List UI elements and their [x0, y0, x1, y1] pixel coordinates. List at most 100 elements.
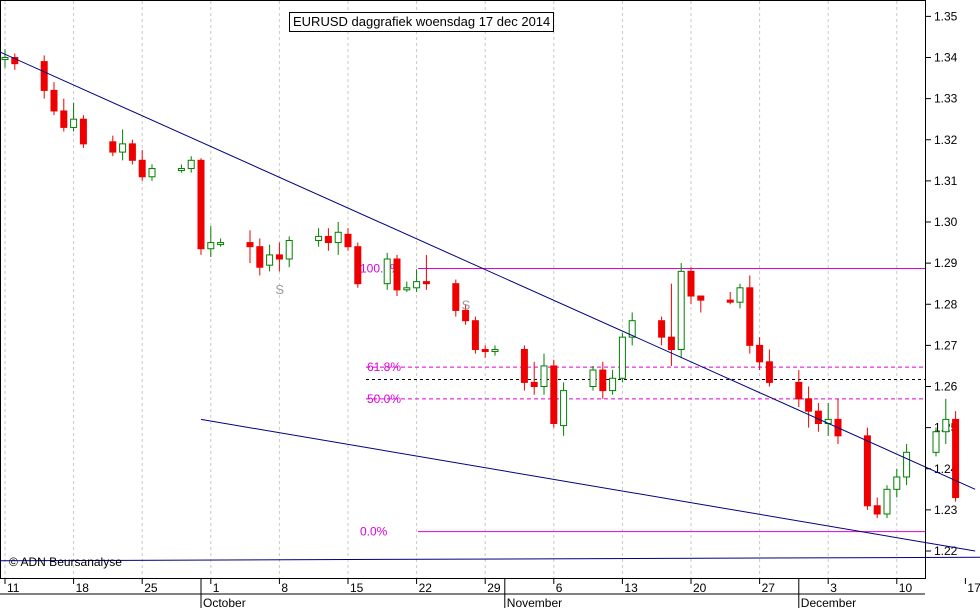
- candle: [618, 333, 626, 383]
- x-tick-label: 20: [693, 581, 707, 595]
- y-tick-label: 1.35: [934, 9, 958, 23]
- candle-body: [11, 57, 19, 65]
- candle: [452, 279, 460, 317]
- chart-title: EURUSD daggrafiek woensdag 17 dec 2014: [289, 12, 555, 32]
- x-tick-label: 11: [7, 581, 20, 595]
- candle: [393, 254, 401, 297]
- candle: [79, 115, 87, 148]
- candle-body: [354, 246, 362, 285]
- candle: [932, 427, 940, 457]
- candle: [383, 252, 391, 290]
- candle: [795, 370, 803, 408]
- candle-body: [795, 381, 803, 400]
- candle: [805, 386, 813, 428]
- candle-body: [148, 168, 156, 178]
- y-tick-label: 1.26: [934, 380, 958, 394]
- candle-body: [471, 320, 479, 350]
- candle-body: [746, 287, 754, 346]
- candle: [403, 281, 411, 292]
- candle: [344, 228, 352, 251]
- candle: [481, 345, 489, 358]
- candle: [903, 444, 911, 486]
- candle: [266, 244, 274, 272]
- candle-body: [50, 89, 58, 112]
- candle-body: [119, 143, 127, 153]
- candle-body: [79, 118, 87, 145]
- candle: [275, 242, 283, 272]
- y-tick-label: 1.28: [934, 297, 958, 311]
- candle-body: [765, 361, 773, 383]
- x-tick-label: 18: [76, 581, 90, 595]
- candle: [138, 150, 146, 181]
- candle-body: [413, 281, 421, 289]
- candle: [726, 291, 734, 305]
- candle: [893, 468, 901, 498]
- candle: [471, 316, 479, 354]
- candle-body: [422, 281, 430, 285]
- x-tick-label: 10: [899, 581, 913, 595]
- y-tick-label: 1.32: [934, 133, 958, 147]
- x-tick-label: 8: [281, 581, 288, 595]
- candle: [70, 102, 78, 132]
- candle: [942, 398, 950, 445]
- candle-body: [187, 159, 195, 170]
- candle: [491, 345, 499, 356]
- candle-body: [903, 451, 911, 478]
- candle-body: [70, 118, 78, 128]
- candle: [462, 304, 470, 325]
- signal-mark: S: [275, 282, 284, 297]
- y-tick-label: 1.31: [934, 174, 958, 188]
- candle: [952, 411, 960, 502]
- candle: [413, 269, 421, 292]
- y-tick-label: 1.30: [934, 215, 958, 229]
- x-tick-label: 3: [830, 581, 837, 595]
- candle-body: [1, 57, 9, 61]
- candle-body: [687, 270, 695, 297]
- candle-body: [628, 320, 636, 338]
- candle-body: [462, 309, 470, 322]
- candle: [217, 238, 225, 247]
- candle-body: [177, 168, 185, 172]
- candle-body: [520, 348, 528, 383]
- candle-body: [530, 381, 538, 388]
- y-tick-label: 1.23: [934, 503, 958, 517]
- fib-level-label: 61.8%: [367, 360, 401, 374]
- x-tick-label: 25: [144, 581, 158, 595]
- candle: [687, 267, 695, 305]
- candle-body: [197, 159, 205, 250]
- candle: [609, 370, 617, 395]
- candle: [697, 295, 705, 313]
- y-tick-label: 1.34: [934, 51, 958, 65]
- candle-body: [128, 143, 136, 161]
- candle: [736, 283, 744, 309]
- candle: [256, 238, 264, 276]
- candle: [530, 361, 538, 395]
- candle-body: [138, 159, 146, 178]
- x-tick-label: 15: [350, 581, 364, 595]
- candle: [422, 254, 430, 290]
- x-tick-label: 6: [556, 581, 563, 595]
- x-tick-label: 17: [967, 581, 980, 595]
- candle: [540, 353, 548, 395]
- trend-line: [200, 418, 976, 552]
- fib-level-label: 50.0%: [367, 392, 401, 406]
- candle-body: [863, 435, 871, 507]
- candle-body: [697, 295, 705, 301]
- y-tick-label: 1.24: [934, 462, 958, 476]
- chart-credit: © ADN Beursanalyse: [9, 555, 122, 569]
- candle-body: [677, 270, 685, 350]
- candle: [50, 82, 58, 116]
- plot-area: [0, 0, 926, 579]
- y-tick-label: 1.33: [934, 92, 958, 106]
- candle: [550, 359, 558, 428]
- candle-body: [609, 377, 617, 392]
- candle: [177, 164, 185, 173]
- candle-body: [383, 258, 391, 285]
- candle: [148, 164, 156, 181]
- candle: [1, 49, 9, 68]
- candle-body: [60, 110, 68, 128]
- candle: [109, 135, 117, 157]
- candle: [658, 316, 666, 346]
- candle-body: [275, 254, 283, 260]
